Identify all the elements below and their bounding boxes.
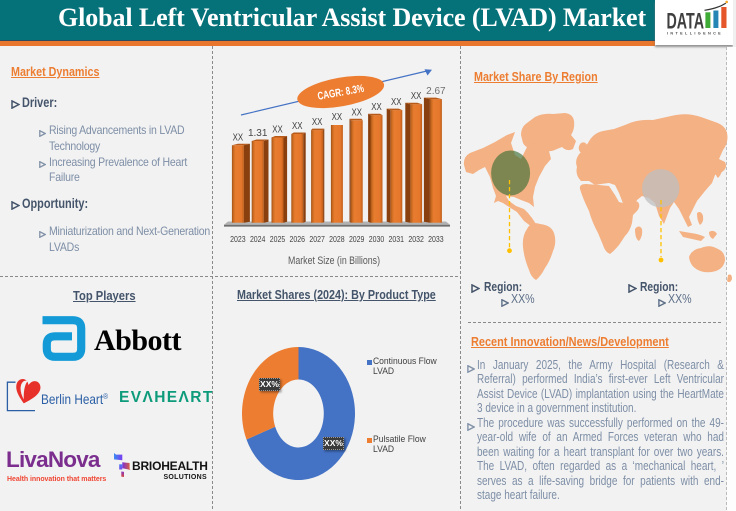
svg-text:1.31: 1.31 xyxy=(248,128,268,139)
svg-text:XX: XX xyxy=(371,102,382,113)
svg-text:2028: 2028 xyxy=(329,234,345,244)
svg-text:XX: XX xyxy=(292,121,303,132)
svg-text:XX: XX xyxy=(233,132,244,143)
svg-text:2031: 2031 xyxy=(389,234,405,244)
svg-text:XX: XX xyxy=(411,91,422,102)
svg-text:2024: 2024 xyxy=(250,234,266,244)
svg-text:XX: XX xyxy=(332,112,343,123)
svg-text:2033: 2033 xyxy=(428,234,444,244)
svg-text:Market Size (in Billions): Market Size (in Billions) xyxy=(288,255,380,267)
svg-text:XX: XX xyxy=(391,97,402,108)
svg-text:DATA: DATA xyxy=(667,8,705,33)
svg-text:2027: 2027 xyxy=(309,234,325,244)
svg-text:2023: 2023 xyxy=(230,234,246,244)
svg-text:INTELLIGENCE: INTELLIGENCE xyxy=(667,31,723,35)
svg-text:2.67: 2.67 xyxy=(426,86,446,97)
svg-text:2032: 2032 xyxy=(408,234,424,244)
svg-text:2026: 2026 xyxy=(290,234,306,244)
svg-text:2029: 2029 xyxy=(349,234,365,244)
svg-text:2025: 2025 xyxy=(270,234,286,244)
svg-text:2030: 2030 xyxy=(369,234,385,244)
svg-text:XX: XX xyxy=(351,107,362,118)
svg-text:XX: XX xyxy=(312,117,323,128)
svg-text:XX: XX xyxy=(272,125,283,136)
